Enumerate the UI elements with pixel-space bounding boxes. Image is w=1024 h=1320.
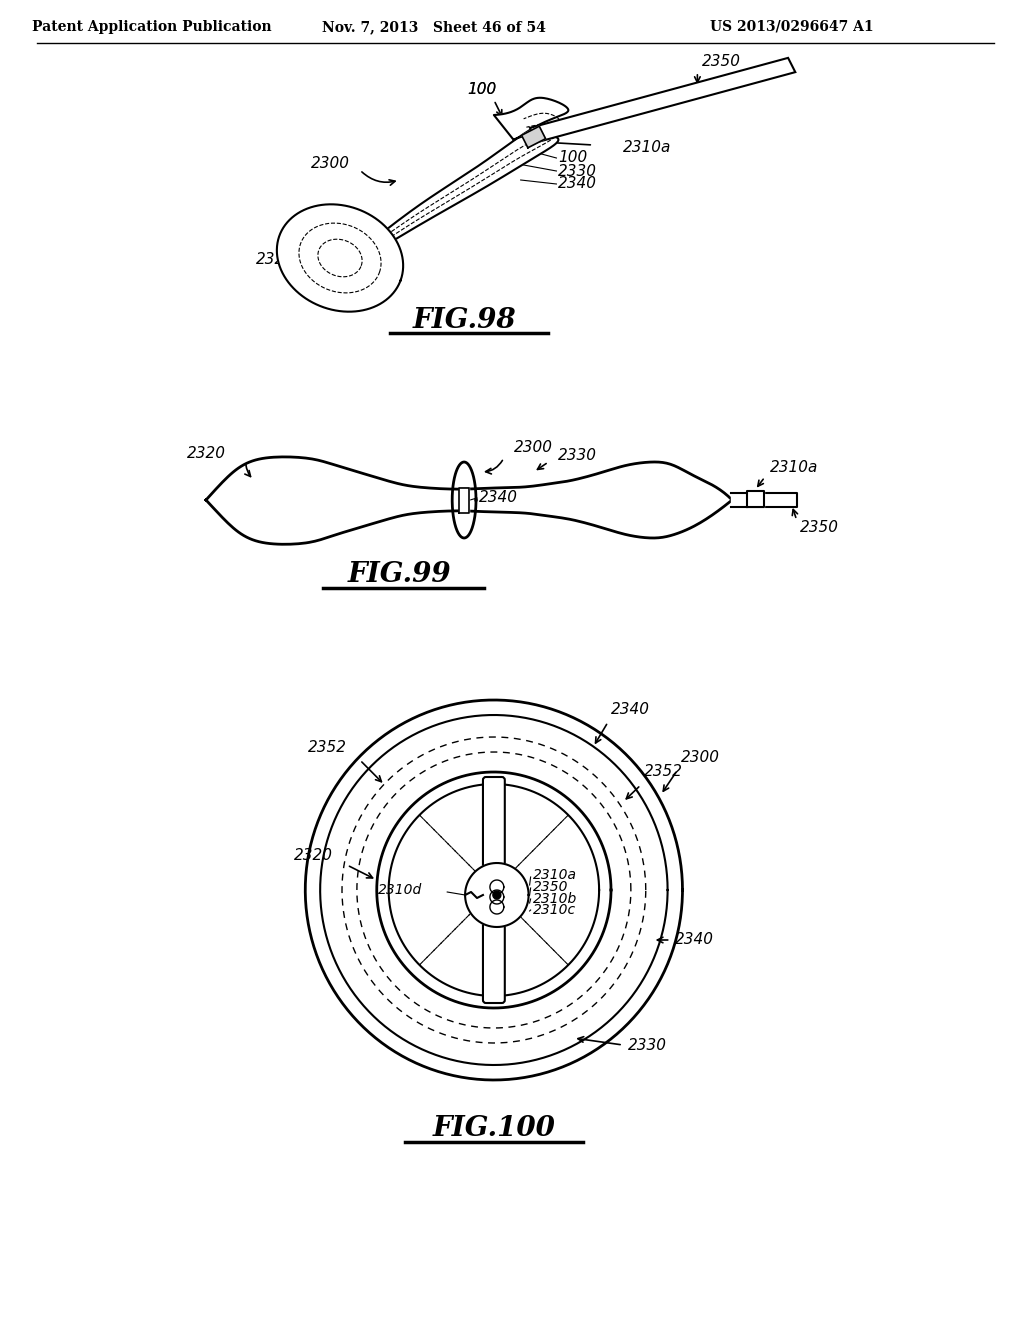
Text: 2300: 2300 — [310, 156, 349, 170]
Text: 2340: 2340 — [611, 701, 650, 717]
Polygon shape — [465, 863, 528, 927]
Polygon shape — [521, 127, 546, 148]
Text: FIG.98: FIG.98 — [413, 306, 516, 334]
Text: 2310a: 2310a — [532, 869, 577, 882]
Text: 2330: 2330 — [558, 164, 597, 178]
Text: 2310c: 2310c — [532, 903, 575, 917]
Text: 2300: 2300 — [681, 750, 720, 764]
Text: 2310d: 2310d — [378, 883, 423, 898]
Text: Nov. 7, 2013   Sheet 46 of 54: Nov. 7, 2013 Sheet 46 of 54 — [323, 20, 546, 34]
Text: 2320: 2320 — [294, 847, 333, 862]
Polygon shape — [530, 58, 796, 143]
Text: FIG.100: FIG.100 — [432, 1114, 555, 1142]
Text: 2352: 2352 — [644, 764, 683, 780]
Text: 2310a: 2310a — [623, 140, 672, 156]
Text: 2300: 2300 — [514, 441, 553, 455]
Text: 2310a: 2310a — [770, 461, 818, 475]
Polygon shape — [315, 98, 568, 279]
Text: 2340: 2340 — [479, 491, 518, 506]
Text: 2350: 2350 — [800, 520, 839, 535]
Text: 100: 100 — [558, 150, 588, 165]
Text: 2352: 2352 — [308, 739, 347, 755]
Text: 2320: 2320 — [256, 252, 295, 268]
Text: 2350: 2350 — [532, 880, 568, 894]
Polygon shape — [748, 491, 764, 507]
Text: 2340: 2340 — [675, 932, 714, 948]
Text: Patent Application Publication: Patent Application Publication — [32, 20, 271, 34]
Text: 2320: 2320 — [186, 446, 226, 461]
Text: 100: 100 — [467, 82, 497, 98]
Polygon shape — [459, 488, 469, 513]
Text: 2310b: 2310b — [532, 892, 577, 906]
Text: 2350: 2350 — [702, 54, 741, 70]
Polygon shape — [489, 900, 504, 913]
Text: US 2013/0296647 A1: US 2013/0296647 A1 — [710, 20, 873, 34]
Polygon shape — [493, 891, 501, 899]
Text: 2330: 2330 — [558, 447, 597, 462]
Text: FIG.99: FIG.99 — [348, 561, 452, 589]
Polygon shape — [731, 492, 797, 507]
Polygon shape — [489, 880, 504, 894]
Polygon shape — [276, 205, 403, 312]
Text: 100: 100 — [467, 82, 497, 98]
Polygon shape — [206, 457, 732, 544]
Text: 2330: 2330 — [628, 1038, 667, 1052]
Polygon shape — [489, 890, 504, 904]
Text: 2340: 2340 — [558, 177, 597, 191]
FancyBboxPatch shape — [483, 777, 505, 1003]
